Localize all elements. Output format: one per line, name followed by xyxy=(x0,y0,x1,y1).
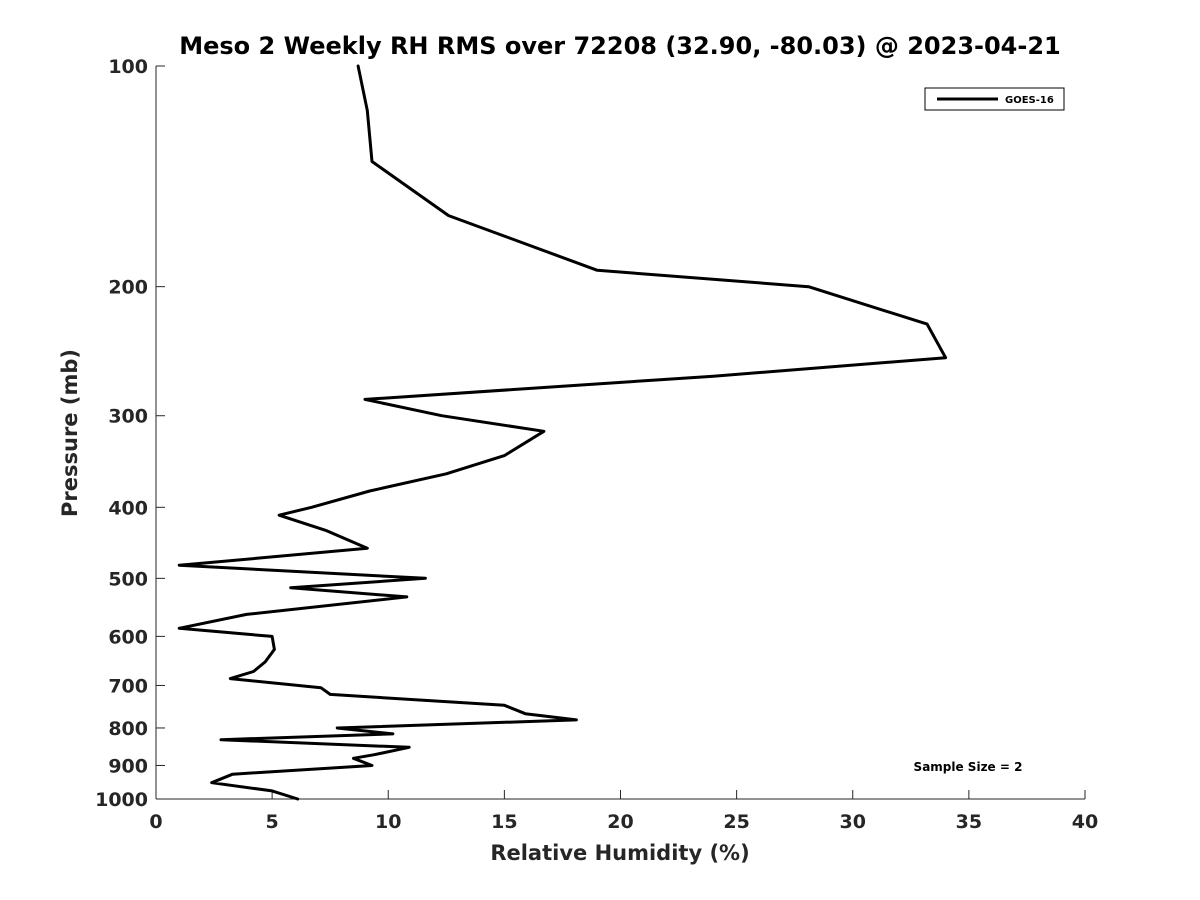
y-tick-label: 900 xyxy=(108,755,148,777)
plot-area xyxy=(155,66,1085,800)
x-tick-label: 40 xyxy=(1072,811,1098,833)
x-tick-label: 20 xyxy=(607,811,633,833)
x-tick-label: 25 xyxy=(723,811,749,833)
series-line-goes-16 xyxy=(177,64,948,801)
x-tick-label: 0 xyxy=(149,811,162,833)
x-tick-label: 15 xyxy=(491,811,517,833)
y-tick-label: 800 xyxy=(108,718,148,740)
x-tick-label: 30 xyxy=(840,811,866,833)
y-tick-label: 500 xyxy=(108,568,148,590)
y-tick-label: 300 xyxy=(108,406,148,428)
x-tick-label: 10 xyxy=(375,811,401,833)
x-tick-label: 5 xyxy=(266,811,279,833)
sample-size-annotation: Sample Size = 2 xyxy=(914,760,1023,774)
y-tick-label: 1000 xyxy=(95,789,148,811)
y-tick-label: 700 xyxy=(108,675,148,697)
legend-label: GOES-16 xyxy=(1005,95,1054,106)
chart-title: Meso 2 Weekly RH RMS over 72208 (32.90, … xyxy=(179,32,1061,60)
legend: GOES-16 xyxy=(924,87,1065,111)
y-tick-label: 100 xyxy=(108,56,148,78)
x-axis: 0 5 10 15 20 25 30 35 40 xyxy=(149,790,1098,833)
x-tick-label: 35 xyxy=(956,811,982,833)
x-axis-label: Relative Humidity (%) xyxy=(490,841,749,865)
y-tick-label: 200 xyxy=(108,277,148,299)
series-layer xyxy=(177,64,948,801)
y-axis-label: Pressure (mb) xyxy=(58,349,82,517)
y-tick-label: 400 xyxy=(108,497,148,519)
y-tick-label: 600 xyxy=(108,626,148,648)
y-axis: 100 200 300 400 500 600 700 800 900 1000 xyxy=(95,56,165,811)
